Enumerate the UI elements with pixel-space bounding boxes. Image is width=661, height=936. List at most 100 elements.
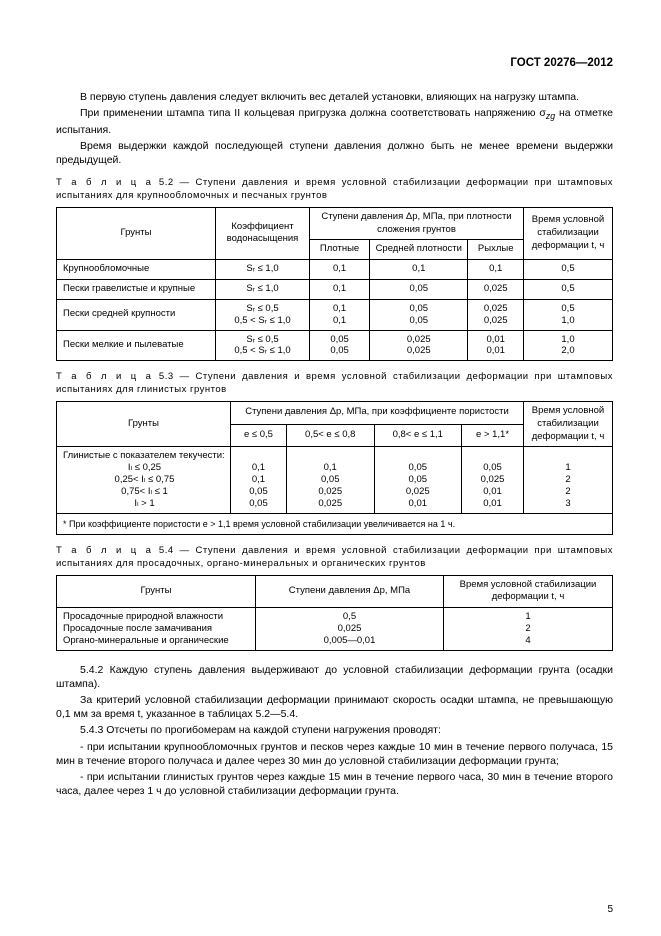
val: 0,05 [410, 315, 429, 326]
caption-lead: Т а б л и ц а [56, 545, 153, 556]
val: Органо-минеральные и органические [63, 635, 229, 646]
val: 0,1 [252, 462, 265, 473]
cell: Пески мелкие и пылеватые [57, 330, 216, 361]
col-grunty: Грунты [57, 575, 256, 608]
val: 0,1 [333, 315, 346, 326]
col-e4: e > 1,1* [462, 424, 524, 447]
table-row: Грунты Ступени давления Δp, МПа, при коэ… [57, 401, 613, 424]
val: 0,025 [318, 486, 342, 497]
val: 0,025 [481, 474, 505, 485]
paragraph: В первую ступень давления следует включи… [56, 90, 613, 104]
val: 0,5 < Sᵣ ≤ 1,0 [234, 315, 290, 326]
cell: 0,050,05 [310, 330, 370, 361]
subscript: zg [546, 111, 555, 121]
col-stupeni: Ступени давления Δp, МПа, при коэффициен… [231, 401, 524, 424]
table-5-3: Грунты Ступени давления Δp, МПа, при коэ… [56, 401, 613, 535]
col-e2: 0,5< e ≤ 0,8 [286, 424, 374, 447]
val: 4 [525, 635, 530, 646]
val: 0,01 [483, 498, 502, 509]
col-e3: 0,8< e ≤ 1,1 [374, 424, 462, 447]
table-footnote: * При коэффициенте пористости e > 1,1 вр… [57, 513, 613, 534]
table-caption: Т а б л и ц а 5.2 — Ступени давления и в… [56, 177, 613, 203]
col-time: Время условной стабилизации деформации t… [524, 207, 613, 259]
val: 0,05 [410, 303, 429, 314]
val: 0,01 [486, 345, 505, 356]
val: 0,025 [318, 498, 342, 509]
col-grunty: Грунты [57, 207, 216, 259]
cell: 0,010,01 [468, 330, 524, 361]
val: Iₗ > 1 [63, 498, 226, 510]
val: 0,75< Iₗ ≤ 1 [63, 486, 226, 498]
val: 1,0 [561, 315, 574, 326]
page-number: 5 [607, 903, 613, 917]
val: Sᵣ ≤ 0,5 [246, 334, 278, 345]
table-row: Пески средней крупности Sᵣ ≤ 0,50,5 < Sᵣ… [57, 299, 613, 330]
val: 0,1 [324, 462, 337, 473]
table-row: * При коэффициенте пористости e > 1,1 вр… [57, 513, 613, 534]
val: 0,05 [249, 486, 268, 497]
table-caption: Т а б л и ц а 5.4 — Ступени давления и в… [56, 545, 613, 571]
val: 0,1 [333, 303, 346, 314]
val: 0,025 [484, 315, 508, 326]
val: 2 [565, 474, 570, 485]
caption-lead: Т а б л и ц а [56, 371, 153, 382]
cell: 0,1 [310, 279, 370, 299]
paragraph: 5.4.3 Отсчеты по прогибомерам на каждой … [56, 723, 613, 737]
cell: 0,1 [310, 260, 370, 280]
col-grunty: Грунты [57, 401, 231, 446]
cell: Пески гравелистые и крупные [57, 279, 216, 299]
val: 0,01 [483, 486, 502, 497]
cell: 0,050,05 [370, 299, 468, 330]
cell: Sᵣ ≤ 1,0 [216, 260, 310, 280]
col-time: Время условной стабилизации деформации t… [444, 575, 613, 608]
cell: 1 2 4 [444, 608, 613, 651]
col-ryhlye: Рыхлые [468, 240, 524, 260]
cell: 1,02,0 [524, 330, 613, 361]
cell: Крупнообломочные [57, 260, 216, 280]
val: 0,05 [330, 334, 349, 345]
table-row: Грунты Ступени давления Δp, МПа Время ус… [57, 575, 613, 608]
table-5-4: Грунты Ступени давления Δp, МПа Время ус… [56, 575, 613, 651]
paragraph: Время выдержки каждой последующей ступен… [56, 139, 613, 167]
val: Iₗ ≤ 0,25 [63, 462, 226, 474]
cell: Пески средней крупности [57, 299, 216, 330]
cell: 0,10,10,050,05 [231, 447, 287, 513]
table-row: Крупнообломочные Sᵣ ≤ 1,0 0,1 0,1 0,1 0,… [57, 260, 613, 280]
cell: 0,0250,025 [468, 299, 524, 330]
col-time: Время условной стабилизации деформации t… [524, 401, 613, 446]
val: 0,05 [321, 474, 340, 485]
cell: 0,10,050,0250,025 [286, 447, 374, 513]
col-plotnye: Плотные [310, 240, 370, 260]
table-row: Грунты Коэффициент водонасыщения Ступени… [57, 207, 613, 240]
paragraph: 5.4.2 Каждую ступень давления выдерживаю… [56, 663, 613, 691]
val: 0,5 [343, 611, 356, 622]
cell: 0,10,1 [310, 299, 370, 330]
val: 0,025 [484, 303, 508, 314]
val: 0,05 [330, 345, 349, 356]
cell: 0,050,050,0250,01 [374, 447, 462, 513]
col-stupeni: Ступени давления Δp, МПа [256, 575, 444, 608]
val: 0,005—0,01 [324, 635, 376, 646]
table-row: Просадочные природной влажности Просадоч… [57, 608, 613, 651]
val: 0,05 [409, 474, 428, 485]
val: 0,025 [406, 486, 430, 497]
val: 1,0 [561, 334, 574, 345]
cell: 0,5 [524, 260, 613, 280]
val: 0,025 [407, 345, 431, 356]
table-caption: Т а б л и ц а 5.3 — Ступени давления и в… [56, 371, 613, 397]
cell: 0,025 [468, 279, 524, 299]
table-5-2: Грунты Коэффициент водонасыщения Ступени… [56, 207, 613, 362]
cell: 0,1 [370, 260, 468, 280]
val: 0,5 < Sᵣ ≤ 1,0 [234, 345, 290, 356]
cell: Sᵣ ≤ 0,50,5 < Sᵣ ≤ 1,0 [216, 299, 310, 330]
val: 0,01 [409, 498, 428, 509]
val: 0,25< Iₗ ≤ 0,75 [63, 474, 226, 486]
val: Sᵣ ≤ 0,5 [246, 303, 278, 314]
cell: Просадочные природной влажности Просадоч… [57, 608, 256, 651]
val: 1 [565, 462, 570, 473]
paragraph: - при испытании крупнообломочных грунтов… [56, 740, 613, 768]
cell: 0,5 0,025 0,005—0,01 [256, 608, 444, 651]
cell: 0,0250,025 [370, 330, 468, 361]
val: 2 [525, 623, 530, 634]
paragraph: При применении штампа типа II кольцевая … [56, 106, 613, 137]
